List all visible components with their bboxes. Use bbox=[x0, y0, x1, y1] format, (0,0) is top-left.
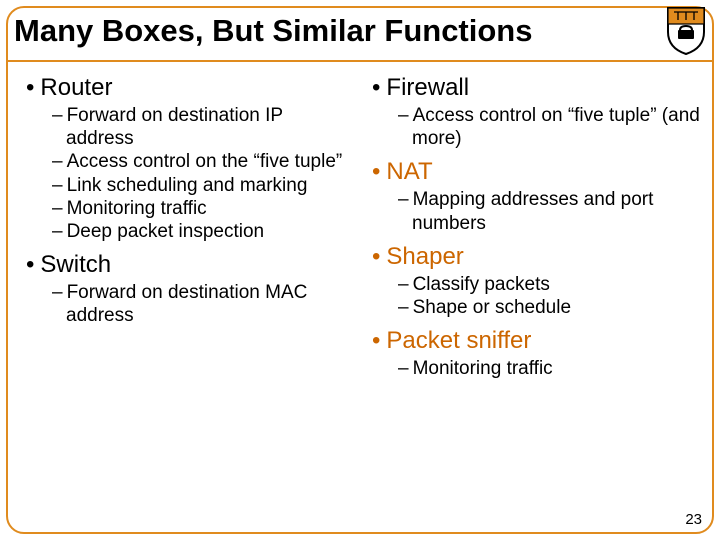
list-item: –Access control on the “five tuple” bbox=[52, 150, 354, 173]
heading-router: •Router bbox=[20, 74, 354, 102]
shaper-items: –Classify packets –Shape or schedule bbox=[366, 273, 700, 319]
left-column: •Router –Forward on destination IP addre… bbox=[20, 72, 354, 512]
heading-shaper-text: Shaper bbox=[386, 243, 463, 270]
list-item: –Shape or schedule bbox=[398, 296, 700, 319]
router-items: –Forward on destination IP address –Acce… bbox=[20, 104, 354, 243]
list-item: –Monitoring traffic bbox=[52, 197, 354, 220]
heading-nat: •NAT bbox=[366, 158, 700, 186]
right-column: •Firewall –Access control on “five tuple… bbox=[366, 72, 700, 512]
heading-firewall: •Firewall bbox=[366, 74, 700, 102]
title-bar: Many Boxes, But Similar Functions bbox=[14, 4, 706, 62]
sniffer-items: –Monitoring traffic bbox=[366, 357, 700, 380]
title-underline bbox=[8, 60, 712, 62]
heading-switch-text: Switch bbox=[40, 251, 111, 278]
slide-title: Many Boxes, But Similar Functions bbox=[14, 13, 532, 49]
heading-switch: •Switch bbox=[20, 251, 354, 279]
list-item: –Access control on “five tuple” (and mor… bbox=[398, 104, 700, 150]
content-area: •Router –Forward on destination IP addre… bbox=[20, 72, 700, 512]
heading-nat-text: NAT bbox=[386, 158, 432, 185]
list-item: –Classify packets bbox=[398, 273, 700, 296]
switch-items: –Forward on destination MAC address bbox=[20, 281, 354, 327]
list-item: –Monitoring traffic bbox=[398, 357, 700, 380]
firewall-items: –Access control on “five tuple” (and mor… bbox=[366, 104, 700, 150]
heading-sniffer-text: Packet sniffer bbox=[386, 327, 531, 354]
list-item: –Forward on destination MAC address bbox=[52, 281, 354, 327]
page-number: 23 bbox=[685, 511, 702, 528]
heading-sniffer: •Packet sniffer bbox=[366, 327, 700, 355]
heading-firewall-text: Firewall bbox=[386, 74, 469, 101]
heading-shaper: •Shaper bbox=[366, 243, 700, 271]
list-item: –Deep packet inspection bbox=[52, 220, 354, 243]
list-item: –Link scheduling and marking bbox=[52, 174, 354, 197]
list-item: –Forward on destination IP address bbox=[52, 104, 354, 150]
princeton-shield-icon bbox=[666, 6, 706, 56]
list-item: –Mapping addresses and port numbers bbox=[398, 188, 700, 234]
heading-router-text: Router bbox=[40, 74, 112, 101]
nat-items: –Mapping addresses and port numbers bbox=[366, 188, 700, 234]
